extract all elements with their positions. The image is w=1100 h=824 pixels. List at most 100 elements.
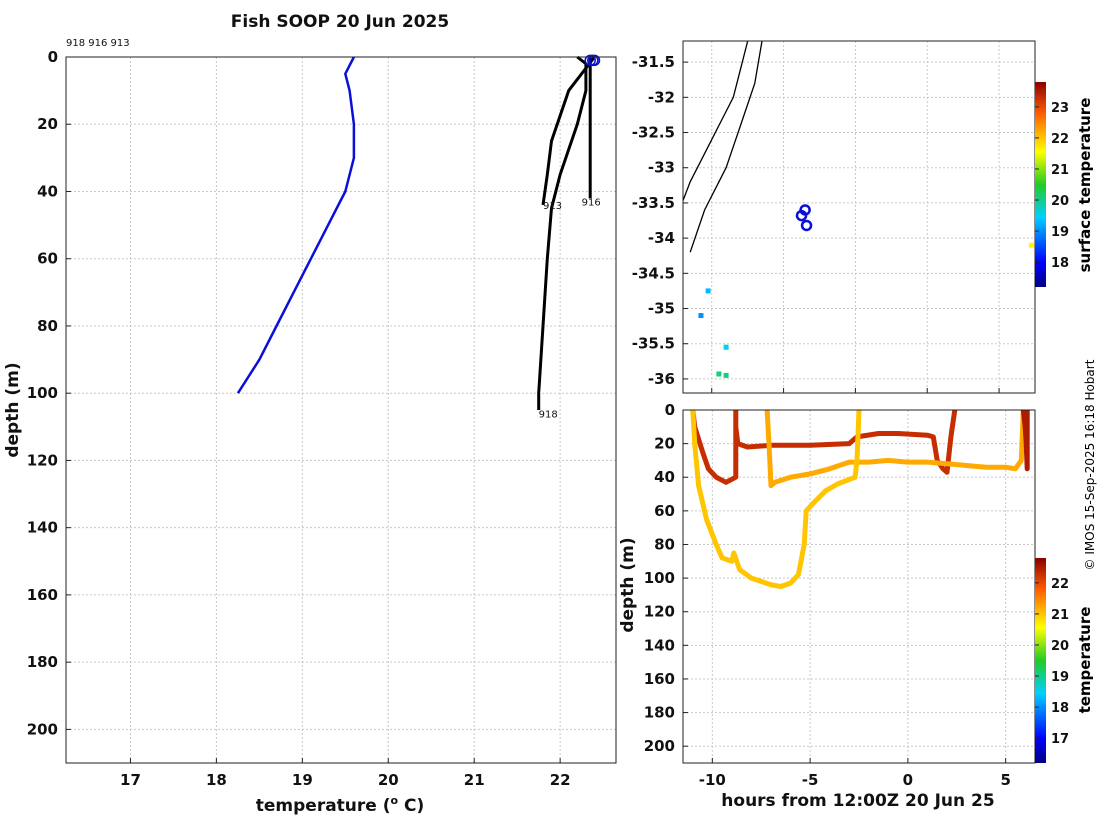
profile-series xyxy=(236,54,601,410)
surface-colorbar xyxy=(1035,82,1046,287)
section-x-tick-label: -5 xyxy=(802,771,819,789)
temperature-colorbar-tick-label: 19 xyxy=(1051,670,1069,685)
profile-y-tick-label: 80 xyxy=(37,317,58,335)
profile-annotation-918: 918 xyxy=(539,409,558,420)
map-coastline xyxy=(683,41,763,253)
map-surface-temp-point xyxy=(705,288,711,294)
map-station-marker xyxy=(795,209,808,222)
map-surface-temp-point xyxy=(723,372,729,378)
profile-series-reference xyxy=(236,56,356,394)
section-tracks xyxy=(690,410,1030,589)
map-points xyxy=(698,204,1034,378)
temperature-colorbar-tick-label: 22 xyxy=(1051,577,1069,592)
profile-id-list: 918 916 913 xyxy=(66,38,130,49)
section-y-tick-label: 160 xyxy=(644,670,675,688)
profile-x-tick-label: 21 xyxy=(464,771,485,789)
profile-y-tick-label: 200 xyxy=(27,720,58,738)
section-y-tick-label: 180 xyxy=(644,704,675,722)
temperature-colorbar-tick-label: 21 xyxy=(1051,608,1069,623)
profile-y-tick-label: 100 xyxy=(27,384,58,402)
map-surface-temp-point xyxy=(723,344,729,350)
imos-credit: © IMOS 15-Sep-2025 16:18 Hobart xyxy=(1083,359,1097,570)
surface-colorbar-tick-label: 20 xyxy=(1051,194,1069,209)
section-track-3 xyxy=(690,410,862,589)
section-y-tick-label: 40 xyxy=(654,468,675,486)
map-y-tick-label: -31.5 xyxy=(632,53,675,71)
profile-axes-frame xyxy=(65,56,617,764)
section-panel: -10 -5 0 5 0 20 40 60 80 100 120 140 160 180 200 hours… xyxy=(618,401,1094,811)
section-x-tick-label: 0 xyxy=(903,771,913,789)
map-ticks: -31.5 -32 -32.5 -33 -33.5 -34 -34.5 -35 -35.5 -36 xyxy=(632,53,1000,393)
profile-x-tick-label: 19 xyxy=(292,771,313,789)
section-y-tick-label: 100 xyxy=(644,569,675,587)
section-gridlines xyxy=(683,410,1035,763)
map-y-tick-label: -35 xyxy=(648,300,675,318)
section-x-tick-label: -10 xyxy=(699,771,726,789)
map-axes-frame xyxy=(682,40,1036,394)
section-y-tick-label: 60 xyxy=(654,502,675,520)
map-y-tick-label: -32 xyxy=(648,88,675,106)
profile-gridlines xyxy=(66,57,616,763)
map-y-tick-label: -33.5 xyxy=(632,194,675,212)
section-y-tick-label: 200 xyxy=(644,737,675,755)
map-surface-temp-point xyxy=(698,313,704,319)
map-coastline-line xyxy=(683,41,749,203)
profile-annotation-913: 913 xyxy=(543,201,562,212)
profile-annotation-916: 916 xyxy=(582,198,601,209)
map-y-tick-label: -34 xyxy=(648,229,675,247)
map-y-tick-label: -34.5 xyxy=(632,264,675,282)
section-y-tick-label: 120 xyxy=(644,603,675,621)
profile-y-tick-label: 60 xyxy=(37,250,58,268)
profile-annotations: 913 916 918 xyxy=(539,198,601,421)
map-station-marker xyxy=(800,219,813,232)
map-gridlines xyxy=(683,41,1035,393)
profile-series-918 xyxy=(537,55,588,410)
map-surface-temp-point xyxy=(716,371,722,377)
section-y-tick-label: 80 xyxy=(654,535,675,553)
profile-ticks: 17 18 19 20 21 22 0 20 40 60 80 100 120 140 160 180 200 xyxy=(27,48,571,789)
profile-panel: 913 916 918 17 18 19 20 21 22 0 20 40 60 80 100 120 140… xyxy=(3,48,617,816)
figure-title: Fish SOOP 20 Jun 2025 xyxy=(231,12,449,32)
profile-y-tick-label: 180 xyxy=(27,653,58,671)
map-y-tick-label: -36 xyxy=(648,370,675,388)
section-y-label: depth (m) xyxy=(618,537,638,632)
profile-surface-marker xyxy=(587,54,599,67)
profile-y-tick-label: 0 xyxy=(48,48,58,66)
section-x-label: hours from 12:00Z 20 Jun 25 xyxy=(721,791,994,811)
profile-y-tick-label: 140 xyxy=(27,519,58,537)
map-y-tick-label: -32.5 xyxy=(632,124,675,142)
section-y-tick-label: 0 xyxy=(665,401,675,419)
profile-y-tick-label: 20 xyxy=(37,115,58,133)
temperature-colorbar-tick-label: 18 xyxy=(1051,701,1069,716)
temperature-colorbar-tick-label: 20 xyxy=(1051,639,1069,654)
temperature-colorbar-tick-label: 17 xyxy=(1051,732,1069,747)
surface-colorbar-tick-label: 22 xyxy=(1051,132,1069,147)
profile-y-tick-label: 120 xyxy=(27,451,58,469)
profile-y-tick-label: 160 xyxy=(27,586,58,604)
surface-colorbar-ticks: 18 19 20 21 22 23 xyxy=(1035,101,1069,271)
temperature-colorbar xyxy=(1035,558,1046,763)
profile-series-913 xyxy=(541,56,596,206)
profile-y-label: depth (m) xyxy=(3,362,23,457)
profile-x-tick-label: 18 xyxy=(206,771,227,789)
section-x-tick-label: 5 xyxy=(1000,771,1010,789)
temperature-colorbar-ticks: 17 18 19 20 21 22 xyxy=(1035,577,1069,747)
map-contour-line xyxy=(689,41,763,253)
profile-x-tick-label: 17 xyxy=(120,771,141,789)
surface-colorbar-label: surface temperature xyxy=(1076,98,1094,273)
map-y-tick-label: -33 xyxy=(648,159,675,177)
surface-colorbar-tick-label: 21 xyxy=(1051,163,1069,178)
section-ticks: -10 -5 0 5 0 20 40 60 80 100 120 140 160 180 200 xyxy=(644,401,1011,789)
profile-x-tick-label: 20 xyxy=(378,771,399,789)
surface-colorbar-tick-label: 23 xyxy=(1051,101,1069,116)
map-y-tick-label: -35.5 xyxy=(632,335,675,353)
section-y-tick-label: 140 xyxy=(644,636,675,654)
section-y-tick-label: 20 xyxy=(654,435,675,453)
surface-colorbar-tick-label: 19 xyxy=(1051,225,1069,240)
surface-colorbar-tick-label: 18 xyxy=(1051,256,1069,271)
profile-x-tick-label: 22 xyxy=(550,771,571,789)
section-track-2 xyxy=(764,410,1026,489)
map-panel: -31.5 -32 -32.5 -33 -33.5 -34 -34.5 -35 -35.5 -36… xyxy=(632,40,1094,394)
section-track-4 xyxy=(1020,410,1030,472)
